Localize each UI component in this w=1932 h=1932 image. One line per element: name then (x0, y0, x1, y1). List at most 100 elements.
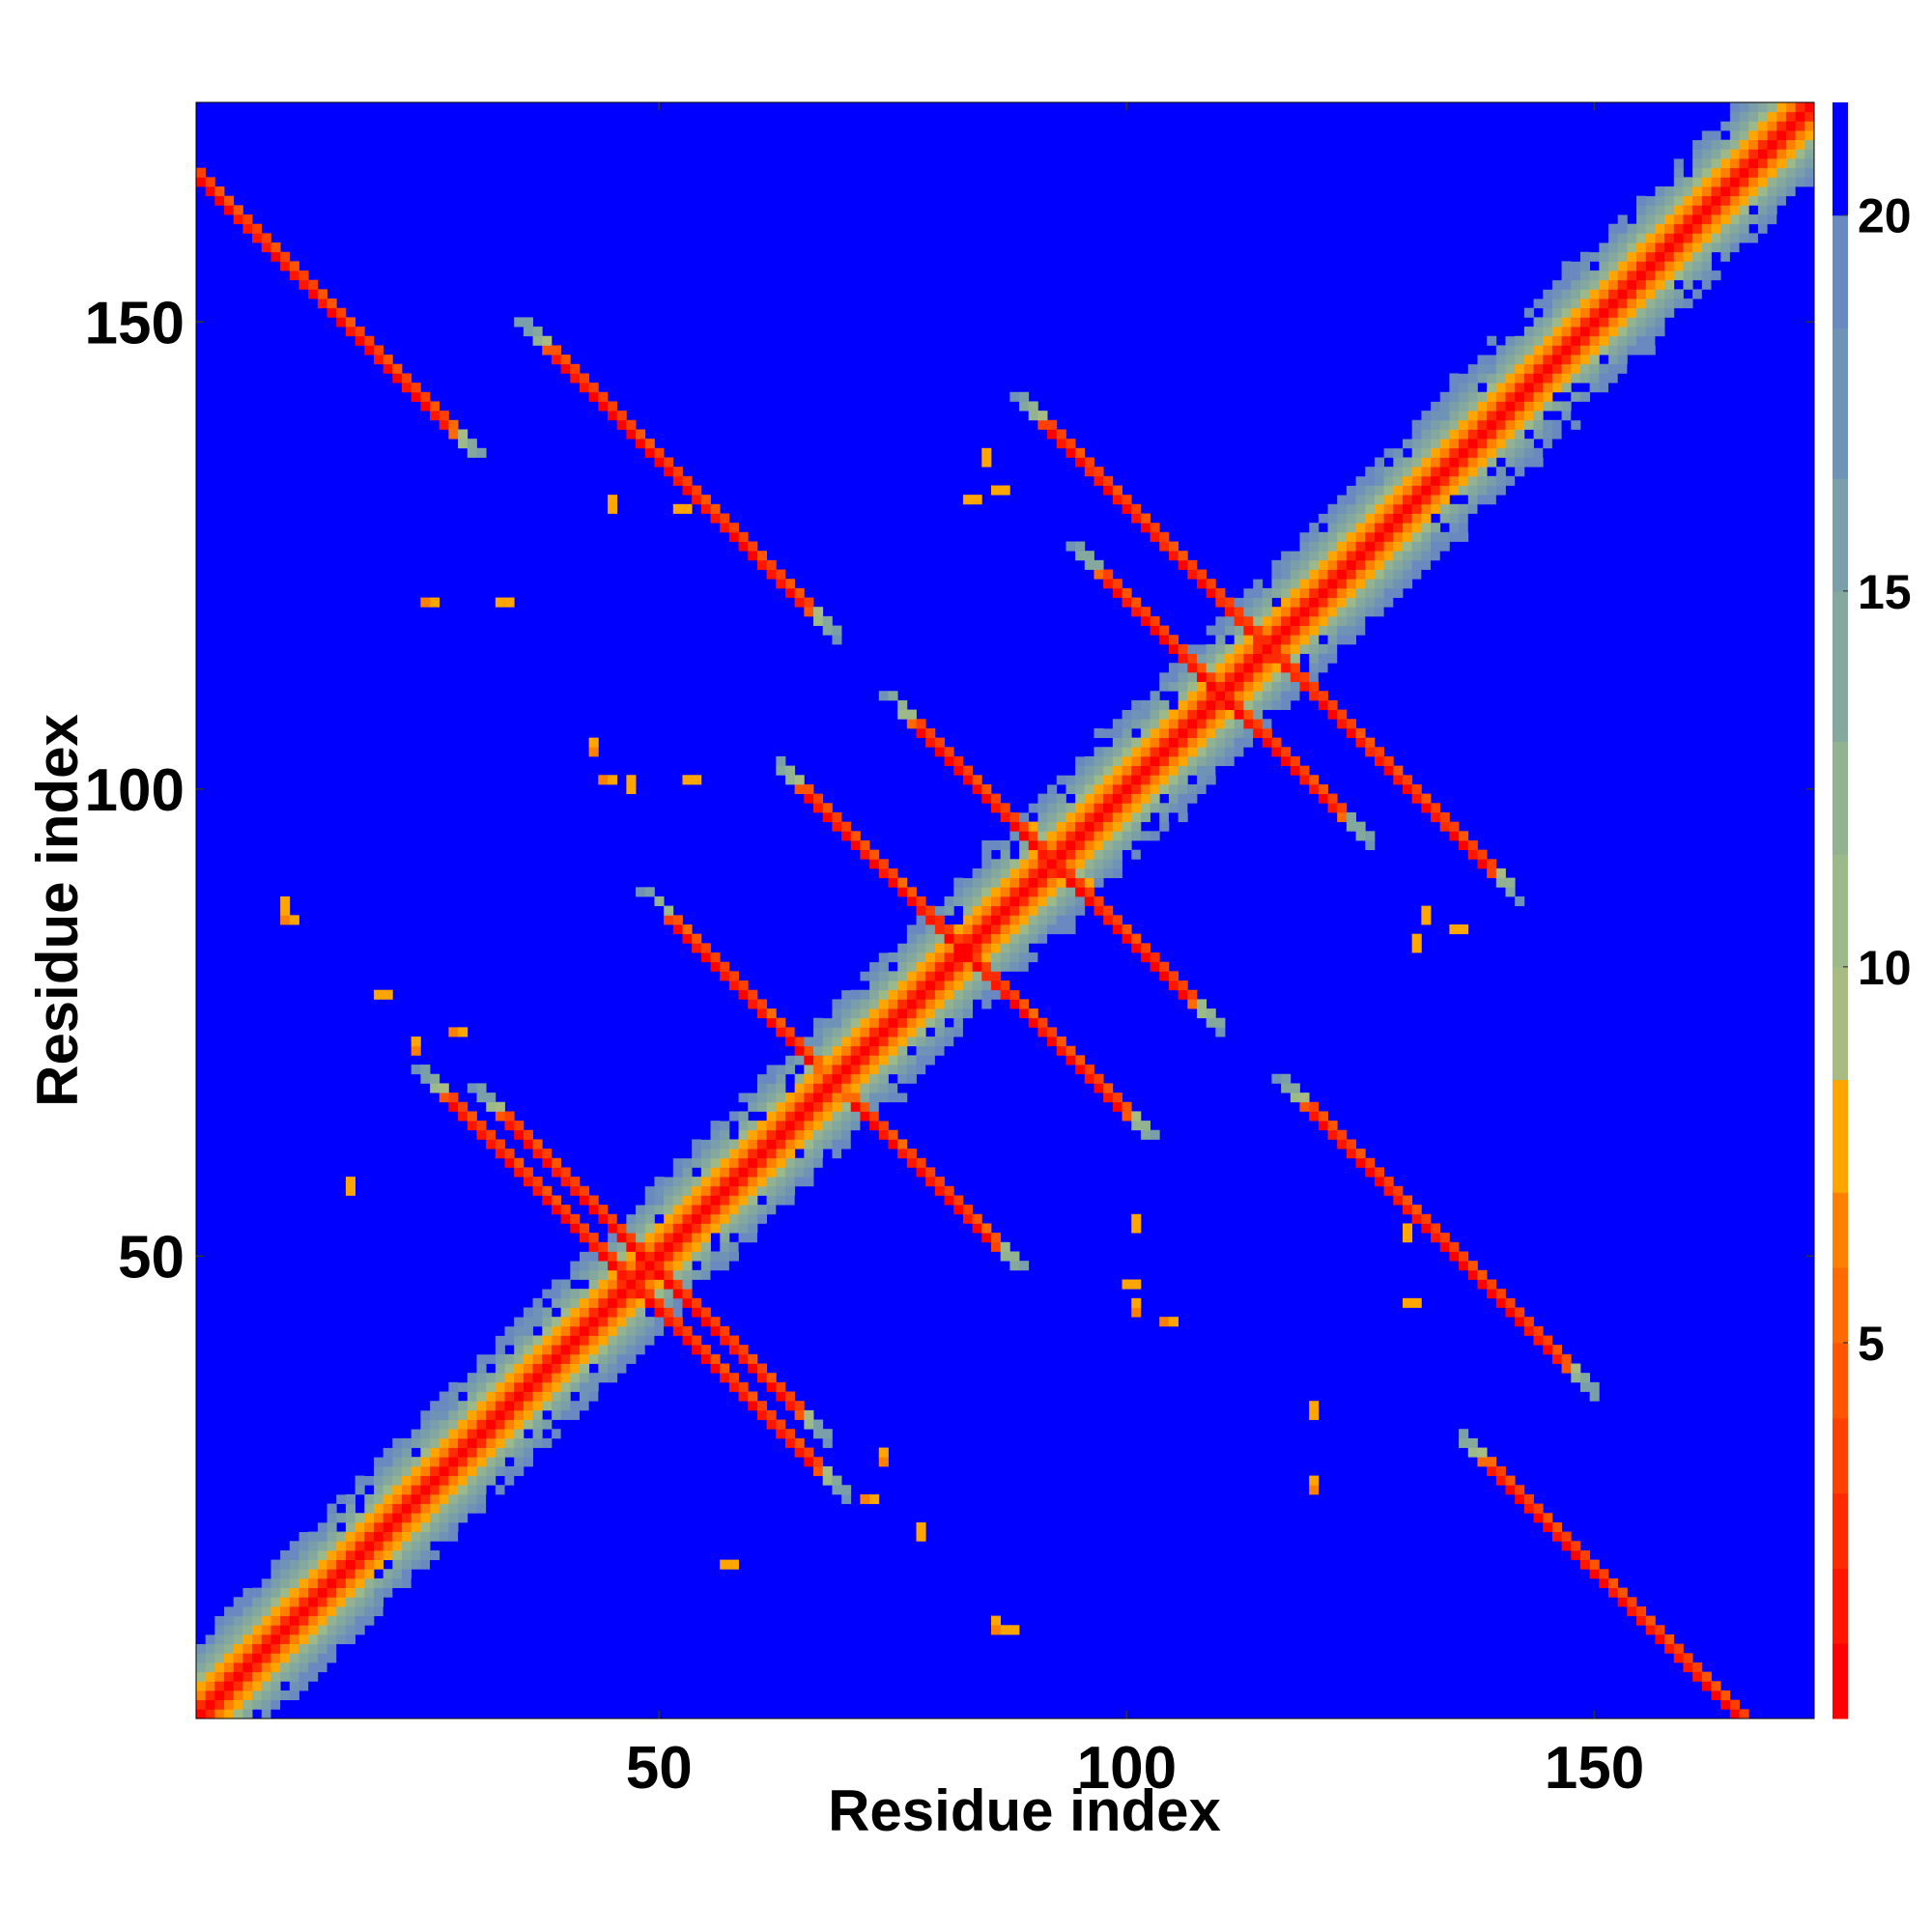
heatmap-cell (476, 1503, 487, 1514)
heatmap-cell (392, 1541, 403, 1551)
heatmap-cell (1515, 401, 1525, 412)
heatmap-cell (1636, 1605, 1647, 1617)
heatmap-cell (224, 1699, 235, 1710)
heatmap-cell (1523, 401, 1534, 412)
heatmap-cell (1140, 727, 1151, 738)
heatmap-cell (1739, 205, 1749, 215)
heatmap-cell (280, 1662, 291, 1673)
heatmap-cell (1346, 531, 1356, 542)
heatmap-cell (317, 1625, 327, 1635)
heatmap-cell (1355, 551, 1366, 561)
heatmap-cell (430, 1549, 440, 1560)
heatmap-cell (1327, 625, 1338, 636)
heatmap-cell (1645, 327, 1656, 337)
heatmap-cell (990, 980, 1002, 991)
heatmap-cell (916, 989, 926, 1000)
heatmap-cell (1589, 335, 1600, 346)
heatmap-cell (766, 1149, 777, 1159)
heatmap-cell (672, 1317, 683, 1327)
heatmap-cell (298, 1653, 309, 1663)
heatmap-cell (1533, 391, 1544, 402)
heatmap-cell (383, 1587, 393, 1598)
heatmap-cell (1253, 587, 1264, 598)
heatmap-cell (1262, 615, 1272, 626)
heatmap-cell (579, 1335, 590, 1346)
heatmap-cell (1290, 559, 1300, 570)
heatmap-cell (1449, 1251, 1460, 1262)
heatmap-cell (738, 1121, 749, 1131)
heatmap-cell (467, 1447, 477, 1458)
heatmap-cell (720, 1213, 730, 1224)
heatmap-cell (1112, 793, 1122, 804)
heatmap-cell (784, 1045, 796, 1056)
heatmap-cell (953, 1017, 964, 1028)
heatmap-cell (1515, 439, 1525, 449)
heatmap-cell (1262, 653, 1272, 664)
heatmap-cell (1561, 429, 1572, 440)
heatmap-cell (728, 1185, 739, 1196)
heatmap-cell (1477, 439, 1488, 449)
heatmap-cell (953, 943, 964, 953)
heatmap-cell (458, 1465, 469, 1476)
heatmap-cell (738, 1149, 749, 1159)
heatmap-cell (1421, 485, 1432, 496)
heatmap-cell (822, 1465, 833, 1476)
heatmap-cell (728, 1213, 739, 1224)
heatmap-cell (514, 1447, 525, 1458)
heatmap-cell (672, 924, 683, 935)
heatmap-cell (1607, 383, 1619, 393)
heatmap-cell (1337, 607, 1348, 617)
heatmap-cell (336, 1597, 347, 1607)
heatmap-cell (916, 727, 926, 738)
heatmap-cell (1178, 653, 1188, 664)
heatmap-cell (598, 1317, 609, 1327)
heatmap-cell (420, 1541, 431, 1551)
heatmap-cell (878, 1065, 889, 1075)
heatmap-cell (1495, 401, 1506, 412)
heatmap-cell (1365, 541, 1376, 552)
heatmap-cell (888, 980, 898, 991)
heatmap-cell (766, 1073, 777, 1084)
heatmap-cell (1243, 607, 1254, 617)
heatmap-cell (364, 1521, 375, 1532)
heatmap-cell (1720, 233, 1731, 243)
heatmap-cell (551, 1381, 561, 1392)
heatmap-cells (196, 102, 1815, 1719)
heatmap-cell (233, 1690, 243, 1701)
heatmap-cell (1337, 625, 1348, 636)
heatmap-cell (1467, 1437, 1478, 1448)
heatmap-cell (1056, 793, 1066, 804)
heatmap-cell (981, 1233, 992, 1243)
heatmap-cell (804, 1457, 814, 1467)
heatmap-cell (345, 1475, 355, 1486)
heatmap-cell (1655, 327, 1665, 337)
heatmap-cell (813, 1157, 824, 1168)
heatmap-cell (1206, 587, 1216, 598)
heatmap-cell (1579, 335, 1591, 346)
heatmap-cell (1383, 439, 1394, 449)
heatmap-cell (1112, 849, 1122, 860)
heatmap-cell (1103, 569, 1114, 580)
heatmap-cell (766, 1121, 777, 1131)
heatmap-cell (720, 1177, 730, 1187)
heatmap-cell (654, 447, 665, 458)
heatmap-cell (1720, 251, 1731, 262)
heatmap-cell (1112, 587, 1122, 598)
heatmap-cell (1431, 391, 1441, 402)
heatmap-cell (1495, 419, 1506, 430)
heatmap-cell (402, 1457, 412, 1467)
heatmap-cell (1346, 551, 1356, 561)
heatmap-cell (664, 1307, 674, 1318)
heatmap-cell (1206, 663, 1216, 673)
heatmap-cell (1290, 755, 1300, 767)
heatmap-cell (1533, 383, 1544, 393)
heatmap-cell (1636, 261, 1647, 271)
heatmap-cell (1579, 345, 1591, 355)
heatmap-cell (1421, 457, 1432, 468)
heatmap-cell (1523, 345, 1534, 355)
heatmap-cell (756, 1065, 767, 1075)
heatmap-cell (1028, 411, 1038, 421)
heatmap-cell (1701, 233, 1712, 243)
heatmap-cell (841, 1129, 852, 1140)
heatmap-cell (1411, 513, 1422, 524)
